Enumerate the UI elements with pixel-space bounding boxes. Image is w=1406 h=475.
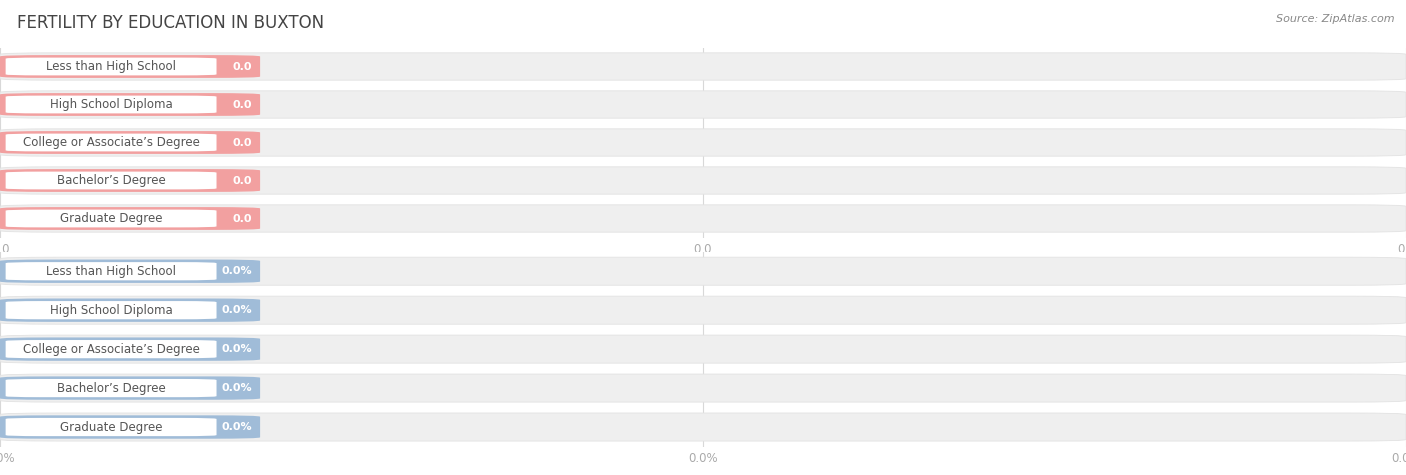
FancyBboxPatch shape — [0, 335, 1406, 363]
FancyBboxPatch shape — [0, 415, 260, 439]
FancyBboxPatch shape — [0, 93, 260, 116]
FancyBboxPatch shape — [6, 171, 217, 190]
Text: 0.0%: 0.0% — [221, 383, 252, 393]
FancyBboxPatch shape — [6, 301, 217, 319]
FancyBboxPatch shape — [6, 262, 217, 280]
FancyBboxPatch shape — [0, 374, 1406, 402]
FancyBboxPatch shape — [6, 340, 217, 358]
Text: 0.0%: 0.0% — [221, 266, 252, 276]
Text: FERTILITY BY EDUCATION IN BUXTON: FERTILITY BY EDUCATION IN BUXTON — [17, 14, 323, 32]
Text: Bachelor’s Degree: Bachelor’s Degree — [56, 174, 166, 187]
Text: College or Associate’s Degree: College or Associate’s Degree — [22, 136, 200, 149]
Text: Less than High School: Less than High School — [46, 60, 176, 73]
FancyBboxPatch shape — [0, 257, 1406, 285]
Text: Bachelor’s Degree: Bachelor’s Degree — [56, 381, 166, 395]
FancyBboxPatch shape — [0, 131, 260, 154]
Text: 0.0: 0.0 — [232, 213, 252, 224]
Text: Source: ZipAtlas.com: Source: ZipAtlas.com — [1277, 14, 1395, 24]
FancyBboxPatch shape — [6, 379, 217, 397]
FancyBboxPatch shape — [6, 133, 217, 152]
Text: 0.0: 0.0 — [232, 99, 252, 110]
Text: Less than High School: Less than High School — [46, 265, 176, 278]
FancyBboxPatch shape — [0, 376, 260, 400]
FancyBboxPatch shape — [0, 169, 260, 192]
Text: 0.0%: 0.0% — [221, 305, 252, 315]
Text: 0.0%: 0.0% — [221, 344, 252, 354]
Text: High School Diploma: High School Diploma — [49, 98, 173, 111]
FancyBboxPatch shape — [0, 91, 1406, 118]
FancyBboxPatch shape — [0, 205, 1406, 232]
Text: High School Diploma: High School Diploma — [49, 304, 173, 317]
Text: 0.0%: 0.0% — [221, 422, 252, 432]
FancyBboxPatch shape — [0, 207, 260, 230]
Text: 0.0: 0.0 — [232, 175, 252, 186]
Text: Graduate Degree: Graduate Degree — [60, 420, 162, 434]
FancyBboxPatch shape — [6, 209, 217, 228]
Text: Graduate Degree: Graduate Degree — [60, 212, 162, 225]
FancyBboxPatch shape — [6, 95, 217, 114]
Text: College or Associate’s Degree: College or Associate’s Degree — [22, 342, 200, 356]
FancyBboxPatch shape — [6, 418, 217, 436]
FancyBboxPatch shape — [0, 129, 1406, 156]
Text: 0.0: 0.0 — [232, 137, 252, 148]
FancyBboxPatch shape — [6, 57, 217, 76]
FancyBboxPatch shape — [0, 55, 260, 78]
FancyBboxPatch shape — [0, 298, 260, 322]
FancyBboxPatch shape — [0, 296, 1406, 324]
FancyBboxPatch shape — [0, 167, 1406, 194]
Text: 0.0: 0.0 — [232, 61, 252, 72]
FancyBboxPatch shape — [0, 53, 1406, 80]
FancyBboxPatch shape — [0, 259, 260, 283]
FancyBboxPatch shape — [0, 413, 1406, 441]
FancyBboxPatch shape — [0, 337, 260, 361]
